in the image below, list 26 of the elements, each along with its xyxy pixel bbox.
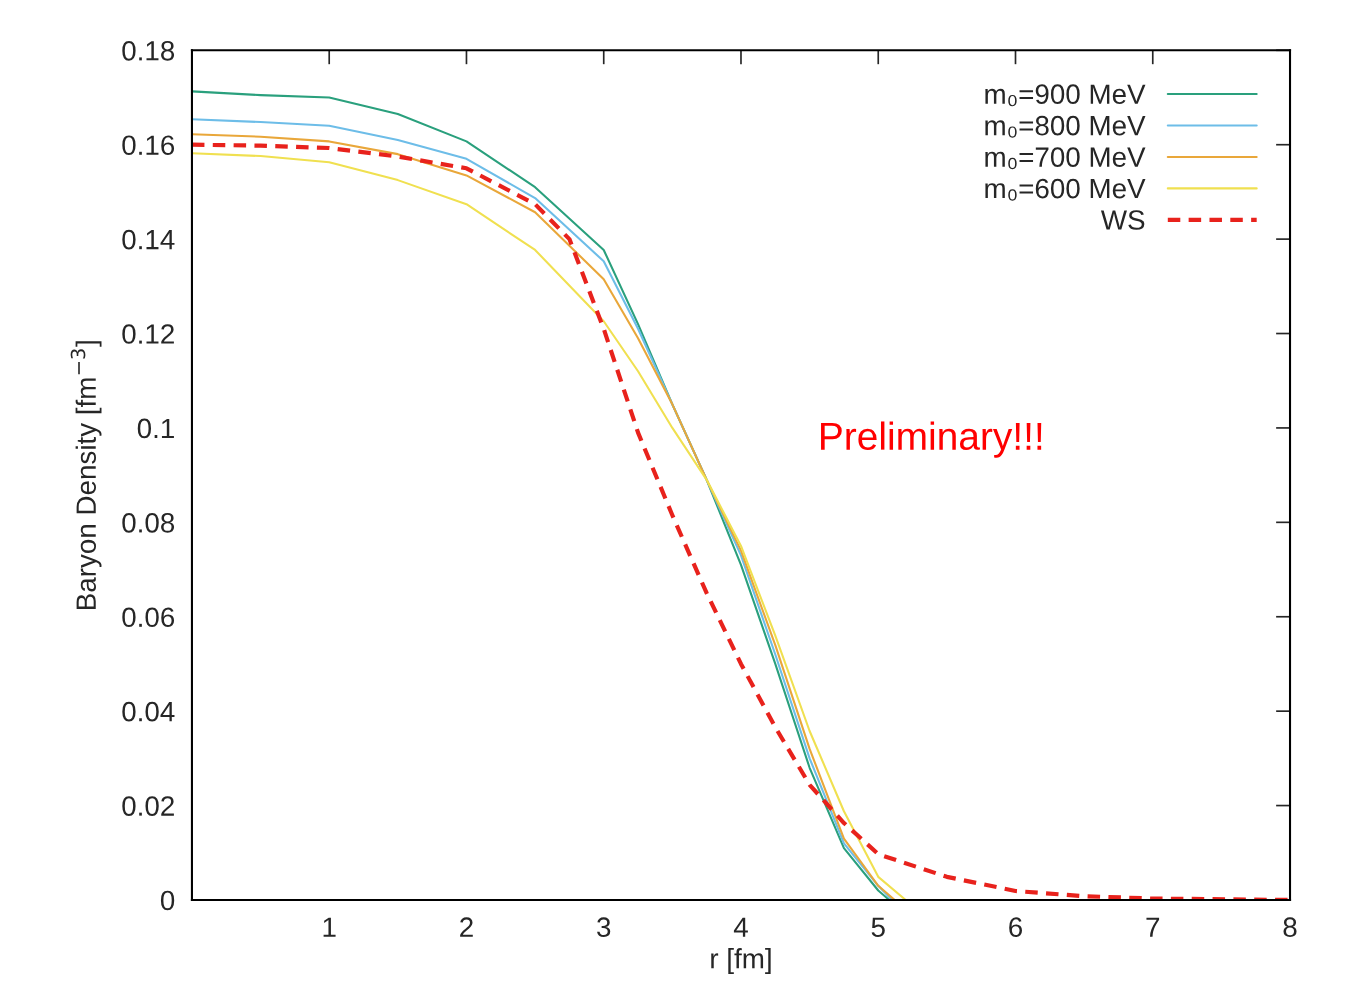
legend-label: m₀=800 MeV — [985, 115, 1146, 138]
x-axis-title: r [fm] — [711, 948, 771, 974]
y-tick-label: 0.18 — [122, 40, 175, 61]
y-tick-label: 0.04 — [122, 701, 175, 722]
y-tick-label: 0.14 — [122, 229, 175, 250]
x-tick-label: 7 — [1146, 917, 1160, 937]
annotation: Preliminary!!! — [821, 421, 1042, 458]
y-tick-label: 0.12 — [122, 324, 174, 344]
y-tick-label: 0 — [160, 890, 175, 911]
x-tick-label: 8 — [1283, 917, 1297, 938]
y-tick-label: 0.1 — [137, 418, 174, 439]
x-tick-label: 4 — [733, 917, 748, 937]
x-tick-label: 1 — [323, 917, 336, 937]
legend-label: m₀=600 MeV — [985, 178, 1146, 201]
x-tick-label: 5 — [871, 917, 885, 938]
legend-label: m₀=700 MeV — [985, 147, 1146, 170]
y-tick-label: 0.02 — [122, 796, 174, 816]
y-tick-label: 0.06 — [122, 607, 175, 628]
legend-label: m₀=900 MeV — [985, 84, 1146, 107]
x-tick-label: 6 — [1009, 917, 1023, 938]
x-tick-label: 2 — [460, 917, 473, 937]
y-tick-label: 0.16 — [122, 135, 175, 156]
x-tick-label: 3 — [597, 917, 611, 938]
y-axis-title: Baryon Density [fm$^{−3}$] — [70, 341, 102, 609]
legend-label: WS — [1100, 210, 1145, 230]
y-tick-label: 0.08 — [122, 513, 175, 533]
